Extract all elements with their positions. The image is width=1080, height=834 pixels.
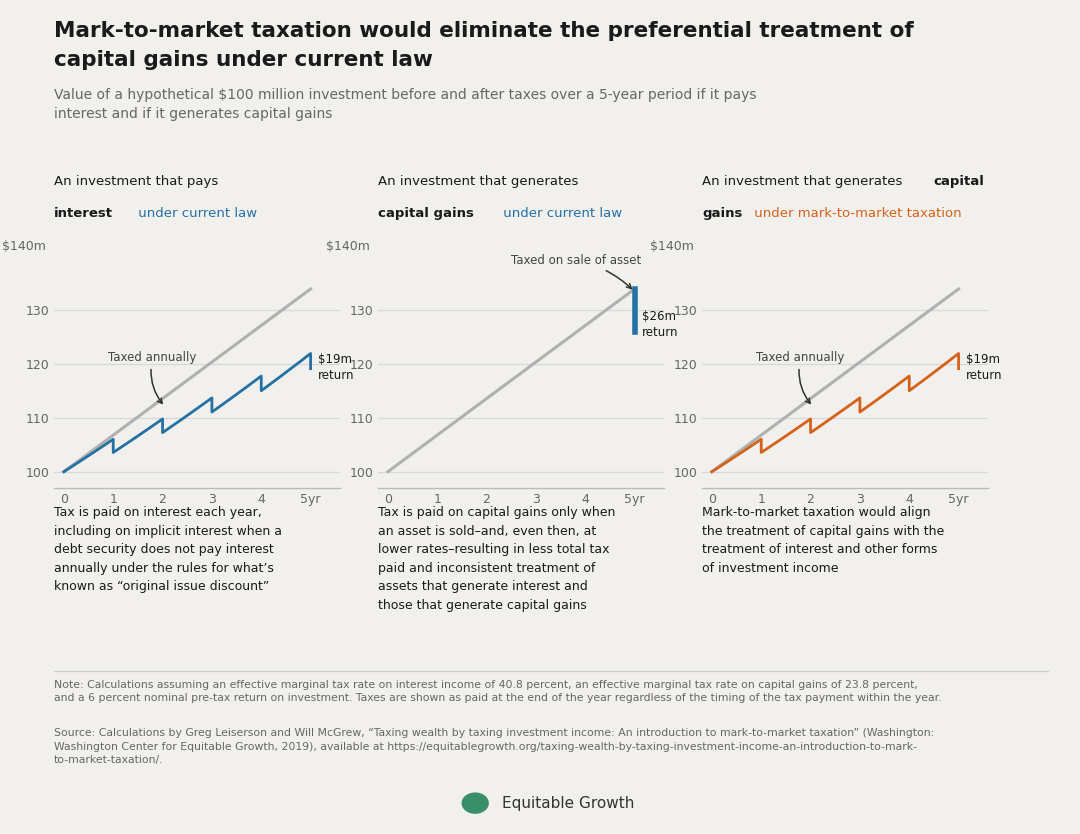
Text: Taxed annually: Taxed annually — [108, 351, 197, 404]
Text: gains: gains — [702, 207, 742, 220]
Text: Note: Calculations assuming an effective marginal tax rate on interest income of: Note: Calculations assuming an effective… — [54, 680, 942, 703]
Text: $140m: $140m — [650, 240, 694, 253]
Text: Mark-to-market taxation would align
the treatment of capital gains with the
trea: Mark-to-market taxation would align the … — [702, 506, 944, 575]
Text: interest: interest — [54, 207, 113, 220]
Text: capital gains under current law: capital gains under current law — [54, 50, 433, 70]
Text: Equitable Growth: Equitable Growth — [502, 796, 635, 811]
Text: $19m
return: $19m return — [318, 353, 354, 382]
Text: Tax is paid on interest each year,
including on implicit interest when a
debt se: Tax is paid on interest each year, inclu… — [54, 506, 282, 593]
Text: Taxed on sale of asset: Taxed on sale of asset — [511, 254, 642, 289]
Text: Source: Calculations by Greg Leiserson and Will McGrew, “Taxing wealth by taxing: Source: Calculations by Greg Leiserson a… — [54, 728, 934, 766]
Text: under current law: under current law — [134, 207, 257, 220]
Text: capital gains: capital gains — [378, 207, 474, 220]
Text: An investment that generates: An investment that generates — [378, 174, 579, 188]
Text: Taxed annually: Taxed annually — [756, 351, 845, 404]
Text: under current law: under current law — [499, 207, 622, 220]
Text: $140m: $140m — [326, 240, 370, 253]
Text: Mark-to-market taxation would eliminate the preferential treatment of: Mark-to-market taxation would eliminate … — [54, 21, 914, 41]
Text: Tax is paid on capital gains only when
an asset is sold–and, even then, at
lower: Tax is paid on capital gains only when a… — [378, 506, 616, 611]
Text: $140m: $140m — [2, 240, 46, 253]
Text: An investment that generates: An investment that generates — [702, 174, 906, 188]
Text: 🌿: 🌿 — [471, 796, 480, 810]
Text: $26m
return: $26m return — [642, 310, 678, 339]
Text: capital: capital — [933, 174, 984, 188]
Text: under mark-to-market taxation: under mark-to-market taxation — [750, 207, 961, 220]
Text: Value of a hypothetical $100 million investment before and after taxes over a 5-: Value of a hypothetical $100 million inv… — [54, 88, 756, 121]
Text: An investment that pays: An investment that pays — [54, 174, 218, 188]
Text: $19m
return: $19m return — [966, 353, 1002, 382]
